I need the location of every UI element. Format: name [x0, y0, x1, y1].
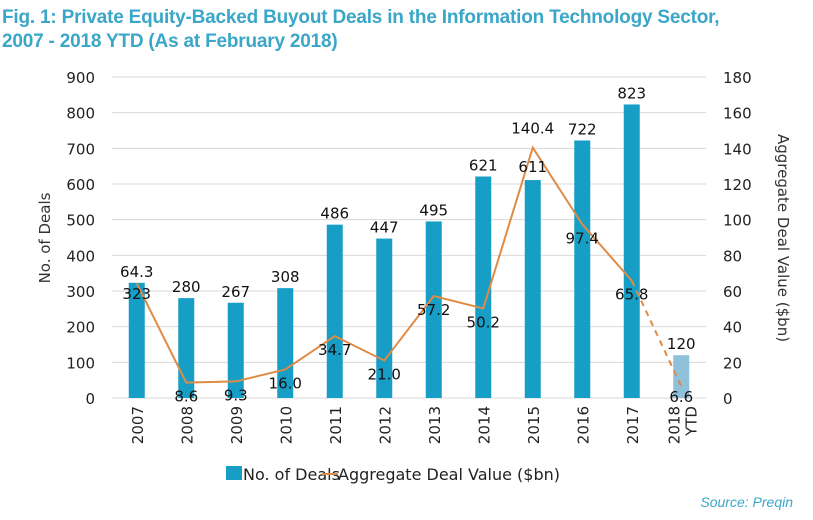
- line-series: [135, 145, 683, 387]
- legend-label-bars: No. of Deals: [243, 465, 340, 484]
- source-note: Source: Preqin: [700, 494, 793, 510]
- bar-label: 722: [568, 120, 597, 138]
- line-label: 6.6: [669, 388, 693, 406]
- bar-label: 495: [419, 201, 448, 219]
- bar-label: 323: [122, 285, 151, 303]
- line-label: 8.6: [174, 388, 198, 406]
- x-axis-ticks: 2007 2008 2009 2010 2011 2012 2013 2014 2015 2016…: [129, 406, 701, 444]
- line-data-labels: 64.3 8.6 9.3 16.0 34.7 21.0 57.2 50.2 140.4 97.4 6…: [120, 120, 693, 407]
- y-tick-right: 80: [723, 247, 742, 265]
- y-tick-right: 100: [723, 212, 752, 230]
- y-tick-right: 40: [723, 319, 742, 337]
- line-label: 16.0: [269, 374, 302, 392]
- y-tick-left: 200: [66, 319, 95, 337]
- legend-label-line: Aggregate Deal Value ($bn): [338, 465, 560, 484]
- y-tick-left: 300: [66, 283, 95, 301]
- y-axis-label-right: Aggregate Deal Value ($bn): [774, 134, 792, 342]
- bar-2007: [128, 282, 145, 398]
- bar-label: 486: [320, 205, 349, 223]
- legend-swatch-bars: [226, 466, 242, 480]
- x-tick: 2010: [277, 406, 295, 444]
- bar-2017: [623, 104, 640, 399]
- bar-label: 120: [667, 335, 696, 353]
- y-tick-right: 120: [723, 176, 752, 194]
- bar-label: 308: [271, 268, 300, 286]
- y-tick-left: 700: [66, 140, 95, 158]
- right-axis-ticks: 0 20 40 60 80 100 120 140 160 180: [723, 69, 752, 408]
- x-tick: 2012: [376, 406, 394, 444]
- chart-title-line-2: 2007 - 2018 YTD (As at February 2018): [2, 31, 338, 52]
- x-tick: 2013: [426, 406, 444, 444]
- x-tick: 2017: [624, 406, 642, 444]
- line-label: 64.3: [120, 263, 153, 281]
- bar-label: 447: [370, 219, 399, 237]
- line-label: 50.2: [467, 313, 500, 331]
- y-tick-right: 20: [723, 354, 742, 372]
- line-dashed-segment: [630, 280, 683, 387]
- x-tick: 2016: [574, 406, 592, 444]
- bar-label: 823: [617, 84, 646, 102]
- bar-label: 267: [221, 283, 250, 301]
- y-tick-left: 900: [66, 69, 95, 87]
- y-tick-right: 140: [723, 140, 752, 158]
- bar-2016: [574, 140, 591, 398]
- line-label: 21.0: [368, 366, 401, 384]
- bar-label: 621: [469, 157, 498, 175]
- x-tick: 2015: [525, 406, 543, 444]
- gridlines: [112, 76, 706, 399]
- line-label: 65.8: [615, 286, 648, 304]
- y-tick-right: 180: [723, 69, 752, 87]
- y-tick-left: 600: [66, 176, 95, 194]
- line-label: 140.4: [511, 120, 554, 138]
- chart-title: Fig. 1: Private Equity-Backed Buyout Dea…: [2, 6, 802, 54]
- y-tick-left: 500: [66, 212, 95, 230]
- y-tick-right: 0: [723, 390, 733, 408]
- y-tick-left: 400: [66, 247, 95, 265]
- y-tick-left: 100: [66, 354, 95, 372]
- y-tick-left: 800: [66, 105, 95, 123]
- line-label: 9.3: [224, 386, 248, 404]
- bar-label: 280: [172, 278, 201, 296]
- bar-2009: [227, 302, 244, 398]
- bar-2018-ytd: [673, 355, 690, 398]
- line-label: 97.4: [566, 229, 599, 247]
- x-tick: 2009: [228, 406, 246, 444]
- chart-title-line-1: Fig. 1: Private Equity-Backed Buyout Dea…: [2, 7, 720, 28]
- y-tick-right: 160: [723, 105, 752, 123]
- y-tick-left: 0: [85, 390, 95, 408]
- line-label: 34.7: [318, 341, 351, 359]
- bar-2014: [475, 176, 492, 398]
- bar-2015: [524, 180, 541, 398]
- y-tick-right: 60: [723, 283, 742, 301]
- line-label: 57.2: [417, 301, 450, 319]
- bar-data-labels: 323 280 267 308 486 447 495 621 611 722 823 120: [122, 84, 695, 353]
- bar-2011: [326, 224, 343, 398]
- bar-2013: [425, 221, 442, 398]
- x-tick: 2018YTD: [665, 406, 700, 444]
- x-tick: 2008: [178, 406, 196, 444]
- legend: No. of Deals Aggregate Deal Value ($bn): [226, 465, 560, 484]
- left-axis-ticks: 0 100 200 300 400 500 600 700 800 900: [66, 69, 95, 408]
- bar-label: 611: [518, 158, 547, 176]
- x-tick: 2007: [129, 406, 147, 444]
- x-tick: 2014: [475, 406, 493, 444]
- x-tick: 2011: [327, 406, 345, 444]
- y-axis-label-left: No. of Deals: [36, 192, 54, 283]
